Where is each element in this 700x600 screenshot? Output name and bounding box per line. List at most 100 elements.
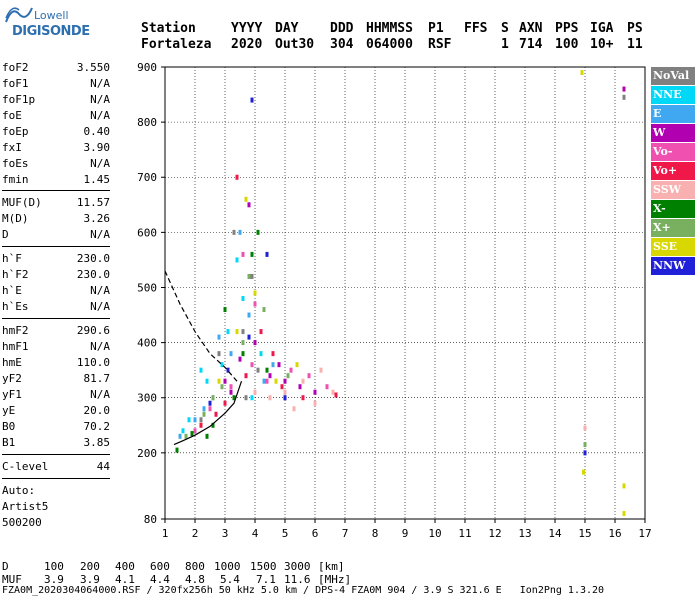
- param-value: 3.85: [83, 436, 111, 449]
- echo-point: [232, 395, 236, 401]
- echo-point: [223, 307, 227, 313]
- param-value: N/A: [90, 300, 110, 313]
- header-value-yyyy: 2020: [231, 37, 263, 52]
- legend-vo-minus: Vo-: [651, 143, 695, 161]
- param-row: B0 70.2: [2, 420, 110, 434]
- echo-point: [292, 406, 296, 412]
- echo-point: [205, 378, 209, 384]
- param-name: foF2: [2, 61, 29, 74]
- param-name: h`F: [2, 252, 22, 265]
- virtual-height-trace: [173, 381, 243, 446]
- param-value: N/A: [90, 157, 110, 170]
- header-value-station: Fortaleza: [141, 37, 212, 52]
- param-value: 81.7: [83, 372, 111, 385]
- y-tick-label: 80: [144, 513, 157, 526]
- echo-point: [583, 450, 587, 456]
- x-tick-label: 4: [252, 527, 259, 540]
- legend-vo-plus: Vo+: [651, 162, 695, 180]
- muf-d-value: 800: [185, 560, 205, 573]
- header-label-day: DAY: [275, 21, 299, 36]
- param-row: MUF(D) 11.57: [2, 196, 110, 210]
- echo-point: [247, 312, 251, 318]
- echo-point: [313, 389, 317, 395]
- echo-point: [211, 395, 215, 401]
- legend-e: E: [651, 105, 695, 123]
- x-tick-label: 3: [222, 527, 229, 540]
- echo-point: [250, 97, 254, 103]
- echo-point: [241, 351, 245, 357]
- auto-label: Auto:: [2, 484, 36, 497]
- echo-point: [253, 340, 257, 346]
- echo-point: [235, 257, 239, 263]
- muf-d-unit: [km]: [318, 560, 345, 573]
- param-name: h`Es: [2, 300, 29, 313]
- x-tick-label: 13: [518, 527, 531, 540]
- echo-point: [247, 273, 251, 279]
- param-name: M(D): [2, 212, 29, 225]
- legend-w: W: [651, 124, 695, 142]
- y-tick-label: 900: [137, 61, 157, 74]
- param-divider: [2, 318, 110, 319]
- header-label-ddd: DDD: [330, 21, 354, 36]
- param-name: B1: [2, 436, 16, 449]
- param-value: 3.26: [83, 212, 111, 225]
- echo-point: [582, 469, 585, 475]
- echo-point: [220, 362, 224, 368]
- echo-point: [226, 367, 230, 373]
- echo-point: [241, 296, 245, 302]
- x-tick-label: 8: [372, 527, 379, 540]
- echo-point: [283, 378, 287, 384]
- echo-point: [217, 378, 221, 384]
- echo-point: [265, 378, 269, 384]
- header-label-s: S: [501, 21, 509, 36]
- echo-point: [286, 373, 290, 379]
- x-tick-label: 12: [488, 527, 501, 540]
- param-divider: [2, 454, 110, 455]
- echo-point: [229, 384, 233, 390]
- x-tick-label: 5: [282, 527, 289, 540]
- param-row: hmE 110.0: [2, 356, 110, 370]
- echo-point: [211, 422, 215, 428]
- param-value: 70.2: [83, 420, 111, 433]
- echo-point: [319, 367, 323, 373]
- param-divider: [2, 190, 110, 191]
- header-label-station: Station: [141, 21, 196, 36]
- muf-value: 4.1: [115, 573, 135, 586]
- x-tick-label: 14: [548, 527, 562, 540]
- y-tick-label: 300: [137, 392, 157, 405]
- muf-d-value: 400: [115, 560, 135, 573]
- header-value-p1: RSF: [428, 37, 452, 52]
- x-tick-label: 16: [608, 527, 621, 540]
- param-value: N/A: [90, 228, 110, 241]
- header-label-p1: P1: [428, 21, 444, 36]
- param-value: N/A: [90, 93, 110, 106]
- echo-point: [280, 384, 284, 390]
- header-value-ddd: 304: [330, 37, 354, 52]
- header-value-day: Out30: [275, 37, 315, 52]
- echo-point: [259, 351, 263, 357]
- x-tick-label: 1: [162, 527, 169, 540]
- x-tick-label: 6: [312, 527, 319, 540]
- muf-unit: [MHz]: [318, 573, 352, 586]
- muf-value: 4.4: [150, 573, 170, 586]
- param-row: hmF1 N/A: [2, 340, 110, 354]
- echo-point: [187, 417, 191, 423]
- param-row: yF2 81.7: [2, 372, 110, 386]
- logo-line2: DIGISONDE: [12, 24, 90, 39]
- muf-value: 11.6: [284, 573, 311, 586]
- param-row: yE 20.0: [2, 404, 110, 418]
- param-row: h`F2 230.0: [2, 268, 110, 282]
- echo-point: [184, 433, 188, 439]
- echo-point: [622, 510, 626, 516]
- param-name: h`E: [2, 284, 22, 297]
- echo-point: [190, 431, 194, 437]
- muf-d-value: 100: [44, 560, 64, 573]
- param-name: foEs: [2, 157, 29, 170]
- x-tick-label: 15: [578, 527, 591, 540]
- echo-point: [295, 362, 299, 368]
- param-divider: [2, 246, 110, 247]
- echo-point: [223, 400, 227, 406]
- echo-point: [622, 86, 626, 92]
- echo-point: [265, 251, 269, 257]
- param-value: N/A: [90, 284, 110, 297]
